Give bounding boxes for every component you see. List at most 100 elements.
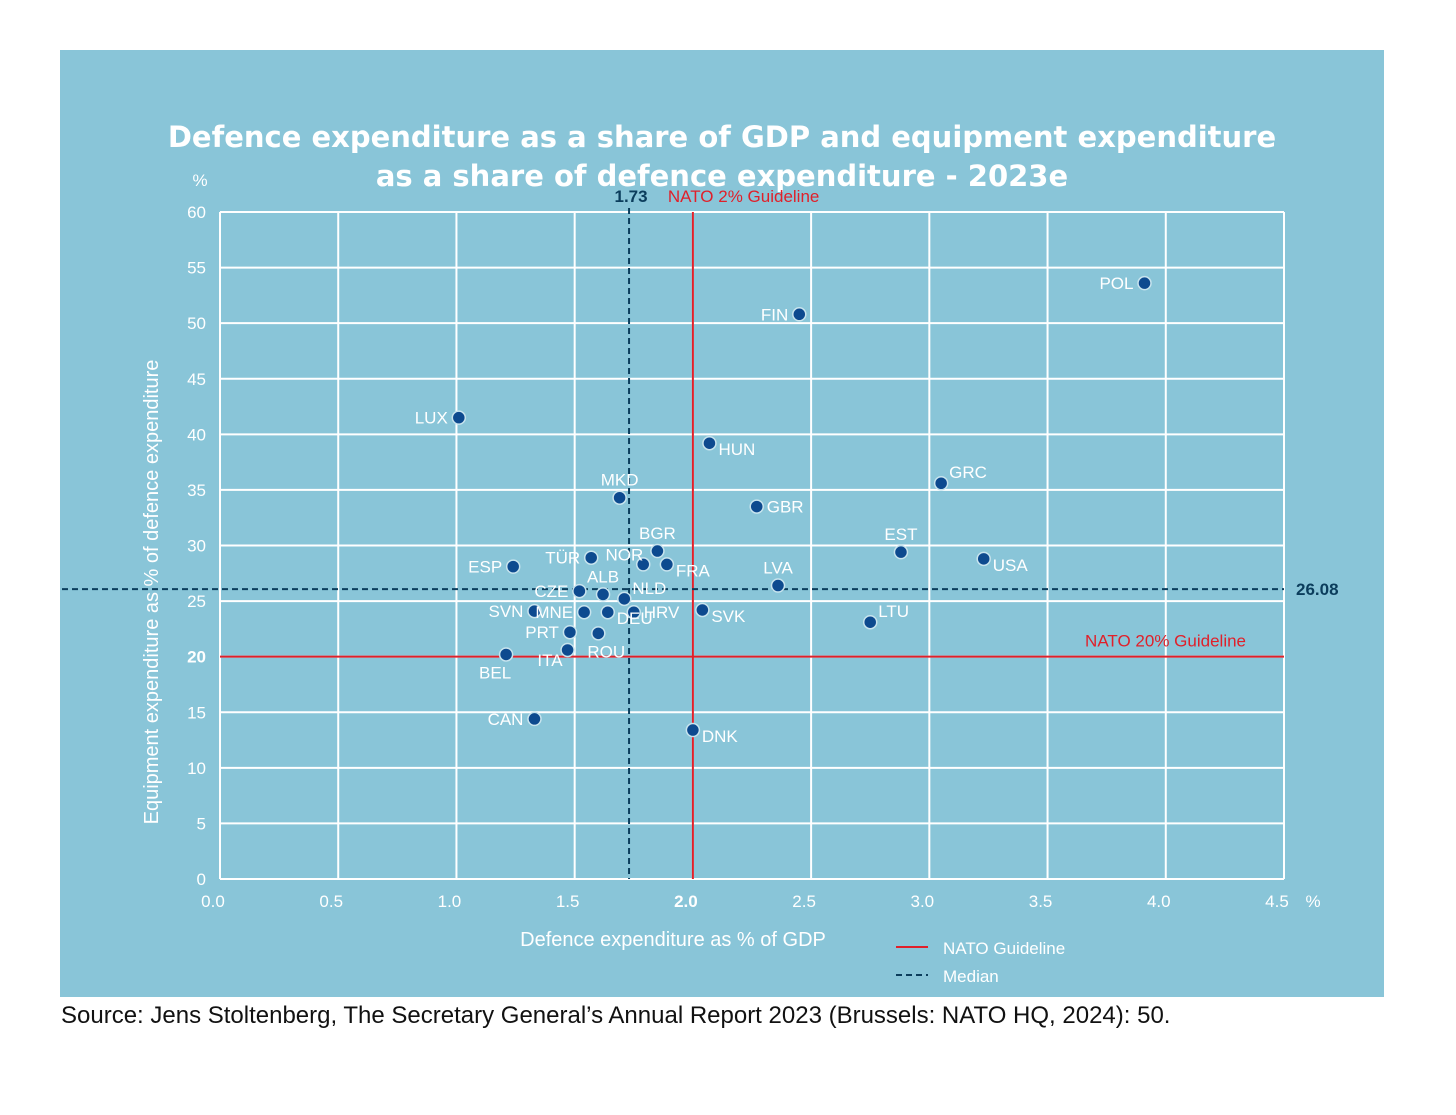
data-point [770, 578, 786, 593]
y-tick-label: 40 [187, 425, 206, 444]
x-axis-title: Defence expenditure as % of GDP [520, 929, 826, 951]
legend-label: NATO Guideline [943, 939, 1065, 958]
data-point [702, 435, 717, 451]
data-point-label: HUN [718, 440, 755, 459]
data-point [976, 551, 991, 567]
x-tick-label: 3.5 [1029, 892, 1053, 911]
data-point-label: BEL [479, 663, 511, 682]
y-tick-label: 0 [197, 870, 206, 889]
y-tick-label: 50 [187, 314, 206, 333]
data-point-label: TÜR [545, 549, 580, 568]
x-tick-label: 1.5 [556, 892, 580, 911]
data-point-label: USA [993, 556, 1029, 575]
data-point [792, 307, 807, 322]
data-point [576, 604, 592, 620]
data-point-label: HRV [644, 603, 680, 622]
guideline-y-label: NATO 20% Guideline [1085, 632, 1246, 651]
data-point-label: DEU [617, 609, 653, 628]
reference-lines: NATO 2% Guideline NATO 20% Guideline 1.73 2… [62, 187, 1339, 879]
y-unit-label: % [192, 171, 207, 190]
data-point [451, 410, 467, 425]
data-point [650, 543, 665, 559]
data-point-label: MKD [601, 471, 639, 490]
data-point-label: CAN [488, 710, 524, 729]
data-point-label: FRA [676, 561, 711, 580]
data-point-label: ESP [468, 558, 502, 577]
x-tick-label: 2.5 [792, 892, 816, 911]
data-point [591, 626, 606, 641]
data-point [505, 559, 521, 574]
data-point-label: PRT [525, 623, 559, 642]
data-point [600, 604, 616, 620]
chart-panel: Defence expenditure as a share of GDP an… [60, 50, 1384, 997]
data-point-label: BGR [639, 524, 676, 543]
median-y-label: 26.08 [1296, 580, 1339, 599]
data-point-label: ITA [537, 651, 563, 670]
legend-label: Median [943, 967, 999, 986]
y-tick-label: 5 [197, 814, 206, 833]
data-point-label: POL [1099, 274, 1133, 293]
median-x-label: 1.73 [615, 187, 648, 206]
chart-title-line-2: as a share of defence expenditure - 2023… [375, 159, 1069, 193]
source-citation: Source: Jens Stoltenberg, The Secretary … [61, 1002, 1171, 1029]
chart-title-line-1: Defence expenditure as a share of GDP an… [167, 120, 1277, 154]
data-point [893, 544, 909, 560]
data-point [933, 475, 949, 491]
x-tick-label: 2.0 [674, 892, 698, 911]
y-tick-label: 15 [187, 703, 206, 722]
data-point [635, 557, 651, 572]
data-point [695, 602, 710, 618]
legend: NATO Guideline Median [896, 939, 1065, 986]
data-point-label: ALB [587, 567, 619, 586]
scatter-plot: 0.0 0.5 1.0 1.5 2.0 2.5 3.0 3.5 4.0 4.5 0 5 10 15 20 25… [62, 171, 1339, 986]
data-point-label: NOR [605, 545, 643, 564]
x-tick-label: 0.0 [201, 892, 225, 911]
data-point-label: ROU [587, 642, 625, 661]
x-tick-label: 4.0 [1147, 892, 1171, 911]
x-unit-label: % [1305, 892, 1320, 911]
x-tick-label: 4.5 [1265, 892, 1289, 911]
data-point [1137, 275, 1152, 291]
data-point [659, 557, 675, 572]
data-point [583, 550, 599, 565]
data-point-label: NLD [632, 579, 666, 598]
data-point-label: EST [884, 525, 917, 544]
data-point-label: MNE [535, 603, 573, 622]
y-tick-label: 20 [187, 648, 206, 667]
guideline-x-label: NATO 2% Guideline [668, 187, 820, 206]
x-tick-label: 0.5 [319, 892, 343, 911]
data-point [612, 490, 627, 505]
data-point [685, 722, 701, 738]
data-point-label: LVA [763, 559, 793, 578]
data-point-label: SVN [489, 602, 524, 621]
y-tick-label: 30 [187, 537, 206, 556]
data-point-label: GRC [949, 463, 987, 482]
data-point [562, 624, 578, 640]
data-point [749, 499, 764, 514]
y-axis-title: Equipment expenditure as % of defence ex… [141, 360, 163, 825]
data-point [617, 591, 632, 607]
y-tick-label: 10 [187, 759, 206, 778]
data-point-label: GBR [767, 498, 804, 517]
data-point [527, 711, 542, 727]
y-tick-label: 45 [187, 370, 206, 389]
y-tick-label: 55 [187, 259, 206, 278]
x-tick-label: 1.0 [438, 892, 462, 911]
y-tick-label: 35 [187, 481, 206, 500]
data-point [572, 583, 587, 599]
data-point-label: LTU [878, 602, 909, 621]
y-tick-label: 60 [187, 203, 206, 222]
data-points: POL FIN LUX HUN GRC MKD GBR EST BGR USA TÜR NOR FRA E… [415, 274, 1152, 746]
data-point-label: CZE [534, 582, 568, 601]
data-point [527, 603, 542, 619]
data-point-label: SVK [711, 607, 746, 626]
data-point-label: LUX [415, 409, 448, 428]
chart-title: Defence expenditure as a share of GDP an… [60, 118, 1384, 196]
data-point [560, 642, 575, 658]
x-tick-label: 3.0 [911, 892, 935, 911]
y-tick-label: 25 [187, 592, 206, 611]
data-point [498, 647, 514, 662]
data-point [626, 604, 642, 620]
data-point [862, 614, 878, 630]
data-point-label: DNK [702, 727, 739, 746]
